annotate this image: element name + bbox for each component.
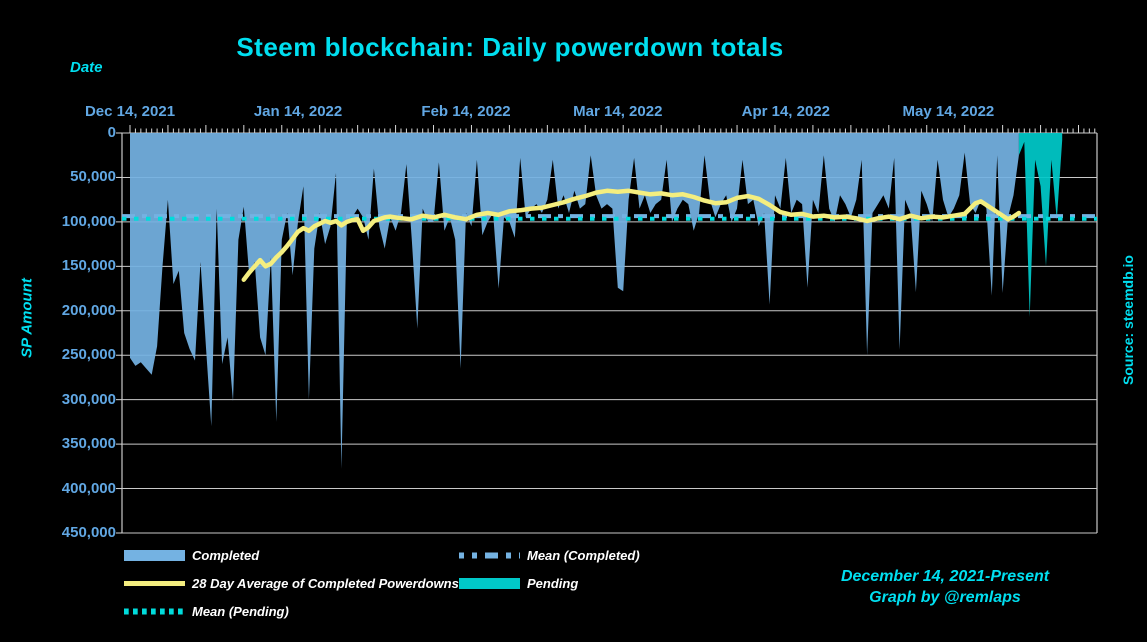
pending-swatch [459,578,520,589]
caption-range: December 14, 2021-Present [840,568,1050,585]
x-tick-label: May 14, 2022 [902,103,995,120]
legend-label: Mean (Pending) [192,604,289,619]
x-tick-label: Mar 14, 2022 [573,103,663,120]
x-tick-label: Feb 14, 2022 [421,103,511,120]
average-swatch [124,581,185,586]
y-tick-label: 200,000 [61,301,116,319]
completed-area [130,133,1019,469]
legend-label: Completed [192,548,260,563]
chart-caption: December 14, 2021-Present Graph by @reml… [790,566,1100,608]
y-tick-label: 100,000 [61,212,116,230]
x-axis-title: Date [70,59,103,76]
x-tick-label: Dec 14, 2021 [84,103,176,120]
caption-author: Graph by @remlaps [869,589,1021,606]
legend-item-completed: Completed [124,548,259,563]
average-line [241,188,1022,282]
y-tick-label: 250,000 [61,346,116,364]
legend-item-mean-completed: Mean (Completed) [459,548,640,563]
y-tick-label: 300,000 [61,390,116,408]
y-tick-label: 350,000 [61,435,116,453]
mean-pending-swatch [124,608,185,615]
page-title: Steem blockchain: Daily powerdown totals [236,32,784,62]
x-tick-label: Jan 14, 2022 [253,103,343,120]
legend-item-average: 28 Day Average of Completed Powerdowns [124,576,459,591]
y-tick-label: 150,000 [61,257,116,275]
completed-swatch [124,550,185,561]
y-tick-label: 0 [107,124,116,141]
y-tick-label: 50,000 [70,168,116,186]
legend-item-pending: Pending [459,576,578,591]
legend-label: 28 Day Average of Completed Powerdowns [192,576,459,591]
x-tick-label: Apr 14, 2022 [741,103,831,120]
pending-area [1018,133,1063,317]
legend-label: Pending [527,576,579,591]
y-tick-label: 450,000 [61,524,116,541]
y-tick-label: 400,000 [61,479,116,497]
source-credit: Source: steemdb.io [1120,255,1136,385]
legend-item-mean-pending: Mean (Pending) [124,604,289,619]
legend-label: Mean (Completed) [527,548,640,563]
mean-completed-swatch [459,552,520,559]
